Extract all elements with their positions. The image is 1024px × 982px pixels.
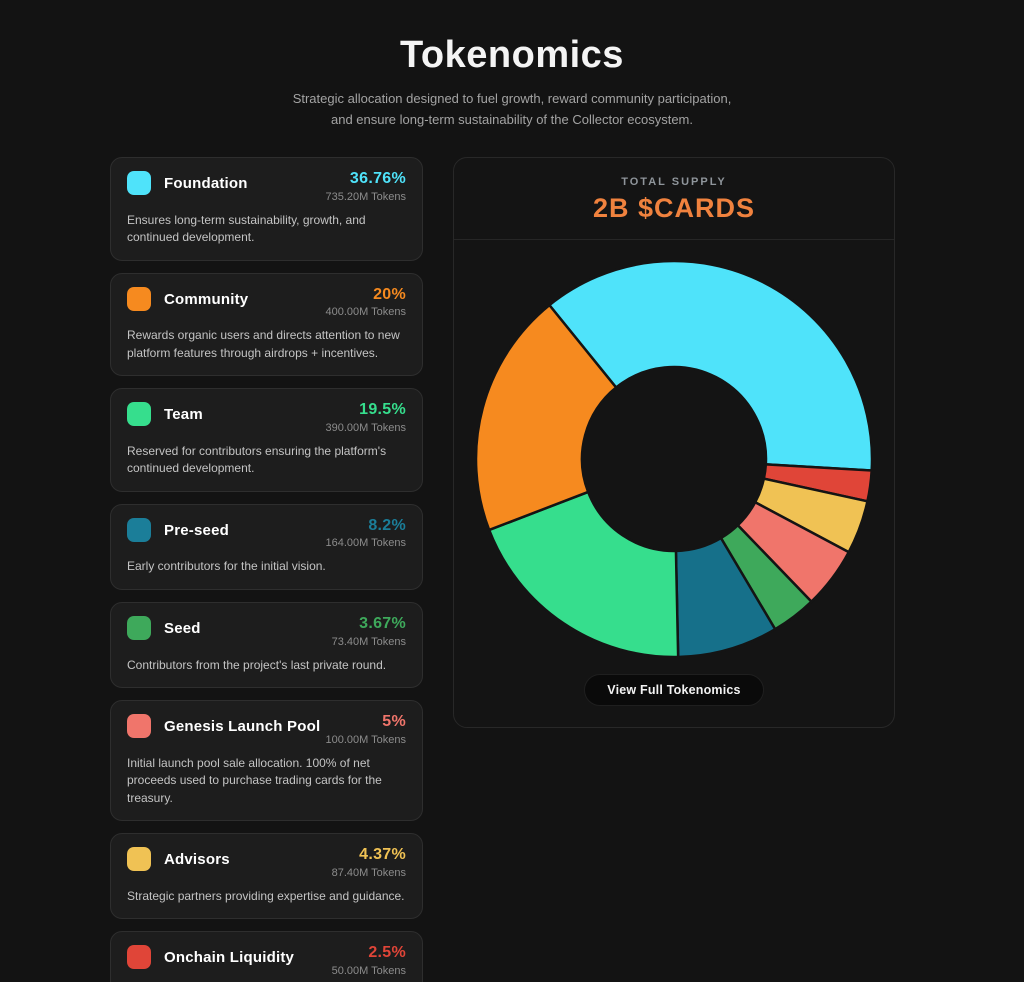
total-supply-value: 2B $CARDS (592, 193, 756, 223)
allocation-percent: 3.67% (359, 614, 406, 632)
allocation-description: Ensures long-term sustainability, growth… (127, 212, 366, 245)
allocation-color-swatch (127, 402, 151, 427)
donut-slice[interactable] (487, 490, 680, 659)
allocation-card-head: Genesis Launch Pool 5% 100.00M Tokens (127, 713, 406, 746)
total-supply-label: TOTAL SUPPLY (621, 176, 727, 188)
allocation-card-team: Team 19.5% 390.00M Tokens Reserved for c… (110, 388, 423, 492)
allocation-card-head: Onchain Liquidity 2.5% 50.00M Tokens (127, 944, 406, 977)
allocation-tokens: 164.00M Tokens (325, 537, 406, 550)
allocation-percent: 19.5% (359, 401, 406, 419)
allocation-description: Reserved for contributors ensuring the p… (127, 443, 387, 476)
allocation-card-foundation: Foundation 36.76% 735.20M Tokens Ensures… (110, 157, 423, 261)
allocation-tokens: 400.00M Tokens (325, 306, 406, 319)
page-header: Tokenomics Strategic allocation designed… (0, 34, 1024, 131)
allocation-card-head: Community 20% 400.00M Tokens (127, 286, 406, 319)
allocation-stats: 4.37% 87.40M Tokens (332, 846, 406, 879)
page-subtitle-line1: Strategic allocation designed to fuel gr… (292, 91, 732, 106)
allocation-color-swatch (127, 847, 151, 872)
allocation-name: Advisors (164, 851, 230, 869)
content-columns: Foundation 36.76% 735.20M Tokens Ensures… (110, 157, 895, 982)
page-subtitle-line2: and ensure long-term sustainability of t… (330, 111, 693, 127)
allocation-card-onchain-liquidity: Onchain Liquidity 2.5% 50.00M Tokens Pro… (110, 931, 423, 982)
donut-chart[interactable] (454, 252, 894, 670)
allocation-percent: 20% (373, 285, 406, 303)
allocation-stats: 2.5% 50.00M Tokens (332, 944, 406, 977)
allocation-name: Seed (164, 619, 201, 637)
allocation-description: Early contributors for the initial visio… (127, 559, 326, 574)
allocation-name: Team (164, 406, 203, 424)
page-title: Tokenomics (400, 34, 624, 76)
allocation-color-swatch (127, 286, 151, 311)
total-supply-header: TOTAL SUPPLY 2B $CARDS (454, 158, 894, 240)
allocation-color-swatch (127, 615, 151, 640)
allocation-tokens: 50.00M Tokens (331, 964, 406, 977)
allocation-color-swatch (127, 714, 151, 739)
allocation-percent: 4.37% (359, 846, 406, 864)
allocation-name: Foundation (164, 175, 248, 192)
page-subtitle: Strategic allocation designed to fuel gr… (0, 89, 1024, 131)
allocation-name: Genesis Launch Pool (164, 718, 321, 736)
view-full-tokenomics-button[interactable]: View Full Tokenomics (584, 674, 764, 706)
donut-slice[interactable] (474, 303, 618, 532)
allocation-name: Pre-seed (164, 521, 229, 539)
allocation-percent: 5% (382, 713, 406, 731)
allocation-card-genesis-launch-pool: Genesis Launch Pool 5% 100.00M Tokens In… (110, 700, 423, 822)
allocation-percent: 36.76% (349, 170, 406, 187)
allocation-card-head: Pre-seed 8.2% 164.00M Tokens (127, 517, 406, 550)
allocation-name: Community (164, 290, 249, 308)
allocation-tokens: 735.20M Tokens (325, 190, 406, 203)
allocation-card-head: Foundation 36.76% 735.20M Tokens (127, 170, 406, 203)
allocation-card-community: Community 20% 400.00M Tokens Rewards org… (110, 272, 423, 377)
allocation-description: Initial launch pool sale allocation. 100… (127, 755, 382, 805)
allocation-color-swatch (127, 517, 151, 542)
allocation-color-swatch (127, 945, 151, 970)
allocation-card-seed: Seed 3.67% 73.40M Tokens Contributors fr… (110, 601, 423, 689)
allocation-card-pre-seed: Pre-seed 8.2% 164.00M Tokens Early contr… (110, 503, 423, 590)
allocation-stats: 20% 400.00M Tokens (325, 286, 406, 319)
allocation-description: Rewards organic users and directs attent… (127, 328, 400, 360)
allocation-card-head: Advisors 4.37% 87.40M Tokens (127, 846, 406, 879)
total-supply-panel: TOTAL SUPPLY 2B $CARDS View Full Tokenom… (453, 157, 895, 728)
allocation-card-head: Team 19.5% 390.00M Tokens (127, 401, 406, 434)
allocation-stats: 36.76% 735.20M Tokens (325, 170, 406, 203)
allocation-description: Contributors from the project's last pri… (127, 657, 387, 672)
allocation-stats: 19.5% 390.00M Tokens (325, 401, 406, 434)
panel-footer: View Full Tokenomics (454, 674, 894, 727)
allocation-card-head: Seed 3.67% 73.40M Tokens (127, 615, 406, 648)
allocation-stats: 3.67% 73.40M Tokens (332, 615, 406, 648)
donut-chart-area (454, 240, 894, 670)
allocation-stats: 8.2% 164.00M Tokens (325, 517, 406, 550)
allocation-percent: 8.2% (368, 516, 406, 534)
allocation-description: Strategic partners providing expertise a… (127, 888, 405, 903)
allocation-list: Foundation 36.76% 735.20M Tokens Ensures… (110, 157, 423, 982)
allocation-tokens: 73.40M Tokens (331, 635, 406, 648)
donut-slice[interactable] (547, 259, 874, 472)
allocation-tokens: 87.40M Tokens (331, 866, 406, 879)
allocation-percent: 2.5% (368, 944, 406, 962)
allocation-name: Onchain Liquidity (164, 949, 295, 967)
allocation-card-advisors: Advisors 4.37% 87.40M Tokens Strategic p… (110, 833, 423, 920)
allocation-tokens: 100.00M Tokens (325, 733, 406, 746)
allocation-stats: 5% 100.00M Tokens (325, 713, 406, 746)
allocation-color-swatch (127, 171, 151, 195)
allocation-tokens: 390.00M Tokens (325, 421, 406, 434)
